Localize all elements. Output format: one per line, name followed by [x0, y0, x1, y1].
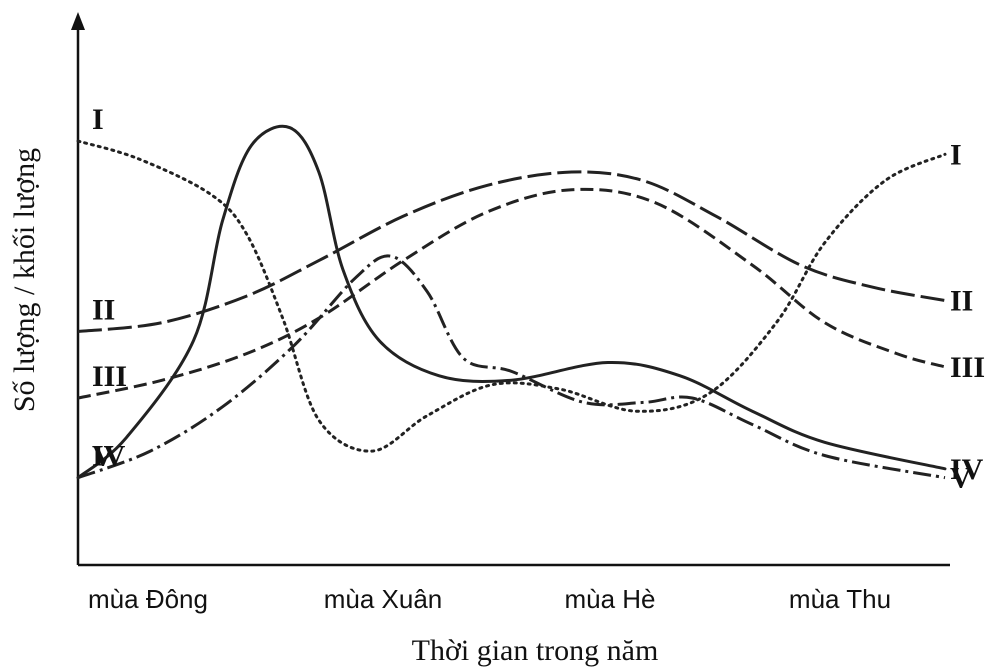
series-label-left-iv: IV — [92, 440, 126, 473]
x-tick-labels: mùa Đông mùa Xuân mùa Hè mùa Thu — [88, 584, 891, 614]
series-label-left-v: V — [92, 440, 114, 473]
series-label-right-iii: III — [950, 351, 985, 384]
x-tick-label: mùa Xuân — [324, 584, 443, 614]
series-line-iv — [76, 124, 947, 480]
series-label-right-i: I — [950, 138, 962, 171]
y-axis-arrow-icon — [71, 12, 85, 30]
y-axis-title: Số lượng / khối lượng — [8, 148, 41, 412]
series-line-v — [77, 254, 946, 480]
axes — [71, 12, 950, 567]
x-axis-title: Thời gian trong năm — [412, 634, 659, 667]
series-line-ii — [77, 170, 946, 333]
series-line-i — [76, 139, 947, 453]
x-tick-label: mùa Đông — [88, 584, 208, 614]
x-tick-label: mùa Thu — [789, 584, 891, 614]
series-label-left-i: I — [92, 103, 104, 136]
series-curves — [76, 124, 947, 480]
series-label-right-ii: II — [950, 285, 973, 318]
series-label-right-iv: IV — [950, 453, 984, 486]
series-label-left-iii: III — [92, 360, 127, 393]
x-tick-label: mùa Hè — [564, 584, 655, 614]
series-line-iii — [77, 187, 946, 400]
series-label-left-ii: II — [92, 294, 115, 327]
series-label-right-v: V — [950, 462, 972, 495]
